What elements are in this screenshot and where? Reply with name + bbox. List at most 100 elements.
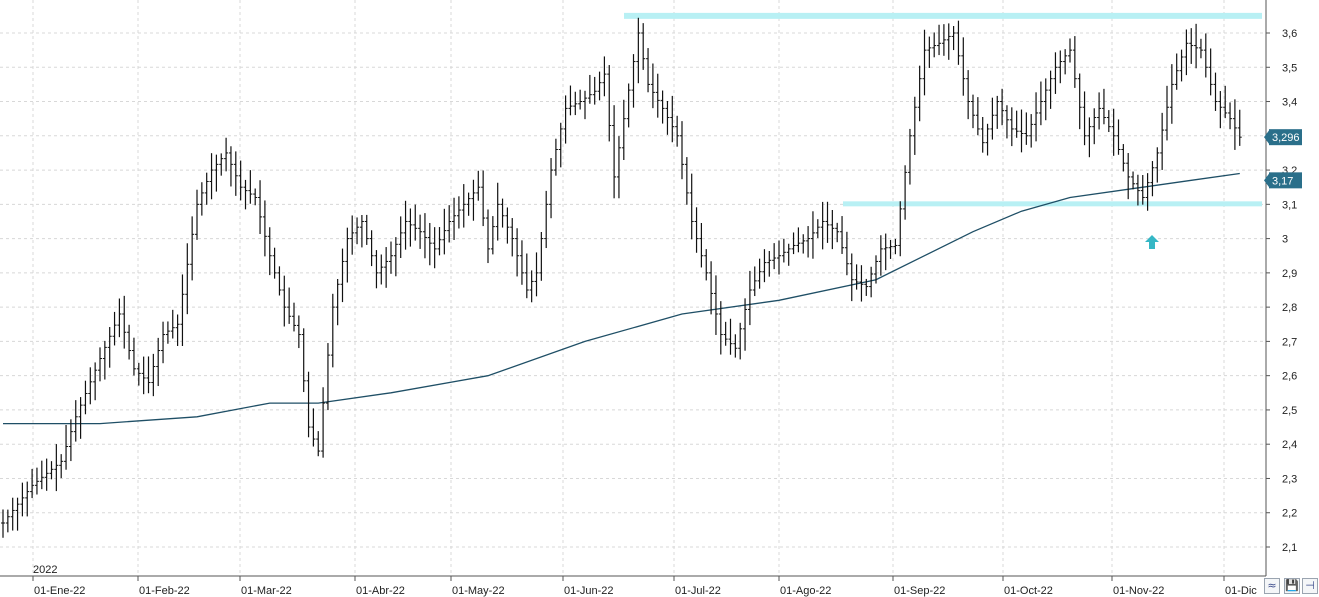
ohlc-bar (1179, 49, 1184, 82)
chart-toggle-button[interactable]: ≈ (1264, 578, 1280, 594)
ohlc-bar (1228, 102, 1233, 130)
ohlc-bar (146, 356, 151, 394)
ohlc-bar (995, 95, 1000, 129)
ohlc-bar (355, 217, 360, 245)
ohlc-bar (311, 408, 316, 447)
save-icon[interactable]: 💾 (1284, 578, 1300, 594)
ohlc-bar (461, 184, 466, 228)
ohlc-bar (364, 214, 369, 245)
ohlc-bar (990, 97, 995, 140)
ohlc-bar (563, 95, 568, 144)
ohlc-bar (5, 509, 10, 533)
ohlc-bar (830, 209, 835, 250)
ohlc-bar (228, 146, 233, 187)
ohlc-bar (1165, 85, 1169, 141)
ohlc-bar (1169, 64, 1174, 124)
ohlc-bar (1068, 38, 1072, 63)
ohlc-bar (883, 233, 888, 271)
moving-average-badge-box (1269, 172, 1302, 189)
ohlc-bar (422, 213, 427, 259)
ohlc-bar (272, 247, 277, 279)
ohlc-bar (1097, 92, 1102, 130)
ohlc-bar (903, 165, 908, 220)
ohlc-bar (1043, 78, 1048, 121)
ohlc-bar (64, 424, 69, 470)
ohlc-bar (471, 179, 476, 221)
ohlc-bar (1189, 28, 1194, 64)
x-tick-label: 01-Oct-22 (1004, 585, 1053, 597)
ohlc-bar (1, 509, 5, 538)
ohlc-bar (262, 200, 267, 257)
ohlc-bar (869, 266, 874, 298)
ohlc-bar (529, 270, 534, 303)
ohlc-bar (840, 216, 845, 254)
last-price-badge-text: 3,296 (1272, 132, 1300, 144)
ohlc-bar (946, 23, 951, 60)
ohlc-bar (39, 460, 44, 490)
ohlc-bar (743, 298, 748, 351)
ohlc-bar (379, 254, 384, 285)
ohlc-bar (713, 275, 718, 335)
ohlc-bar (694, 207, 699, 253)
ohlc-bar (849, 253, 854, 302)
y-tick-label: 2,5 (1282, 405, 1297, 417)
ohlc-bar (209, 153, 214, 200)
ohlc-bar (927, 36, 932, 68)
ohlc-bar (190, 216, 195, 281)
ohlc-bar (1232, 99, 1237, 150)
ohlc-bar (481, 170, 486, 227)
x-tick-label: 01-Jun-22 (564, 585, 614, 597)
ohlc-bar (204, 172, 209, 205)
ohlc-bar (1106, 110, 1111, 133)
ohlc-bar (1150, 161, 1155, 197)
ohlc-bar (131, 337, 136, 376)
ohlc-bar (1213, 72, 1218, 111)
ohlc-bar (558, 122, 563, 168)
ohlc-bar (1121, 144, 1126, 172)
ohlc-bar (466, 192, 471, 216)
ohlc-bar (30, 468, 35, 499)
ohlc-bar (1053, 52, 1058, 94)
x-tick-label: 01-Nov-22 (1113, 585, 1164, 597)
ohlc-bar (718, 301, 723, 355)
ohlc-bar (752, 266, 757, 297)
ohlc-bar (476, 170, 481, 201)
ohlc-bar (641, 23, 646, 70)
ohlc-bar (607, 65, 612, 142)
ohlc-bar (806, 226, 811, 258)
ohlc-bar (350, 215, 355, 255)
y-tick-label: 2,2 (1282, 508, 1297, 520)
ohlc-bar (971, 94, 975, 129)
ohlc-bar (573, 91, 578, 116)
ohlc-bar (15, 497, 20, 531)
ohlc-bar (306, 371, 311, 438)
y-tick-label: 3,1 (1282, 199, 1297, 211)
y-tick-label: 2,3 (1282, 473, 1297, 485)
ohlc-bar (646, 48, 651, 93)
ohlc-bar (1126, 153, 1131, 200)
ohlc-bar (1019, 109, 1024, 153)
ohlc-bar (626, 83, 631, 128)
x-tick-label: 01-Abr-22 (356, 585, 405, 597)
ohlc-bar (44, 458, 49, 491)
ohlc-bar (1063, 49, 1068, 75)
ohlc-bar (1160, 112, 1165, 170)
pin-icon[interactable]: ⊣ (1302, 578, 1318, 594)
ohlc-bar (878, 235, 883, 276)
ohlc-bar (689, 173, 694, 240)
ohlc-bar (258, 180, 263, 234)
ohlc-bar (636, 17, 641, 84)
ohlc-bar (486, 209, 490, 264)
ohlc-bar (568, 85, 573, 116)
ohlc-bar (1082, 91, 1087, 146)
ohlc-bar (282, 275, 287, 327)
ohlc-bar (912, 96, 917, 155)
ohlc-bar (757, 258, 762, 289)
ohlc-bar (88, 367, 93, 405)
ohlc-bar (893, 238, 898, 255)
ohlc-bar (898, 201, 903, 257)
ohlc-bar (20, 482, 25, 517)
ohlc-bar (287, 287, 292, 324)
x-tick-label: 01-Dic (1225, 585, 1257, 597)
